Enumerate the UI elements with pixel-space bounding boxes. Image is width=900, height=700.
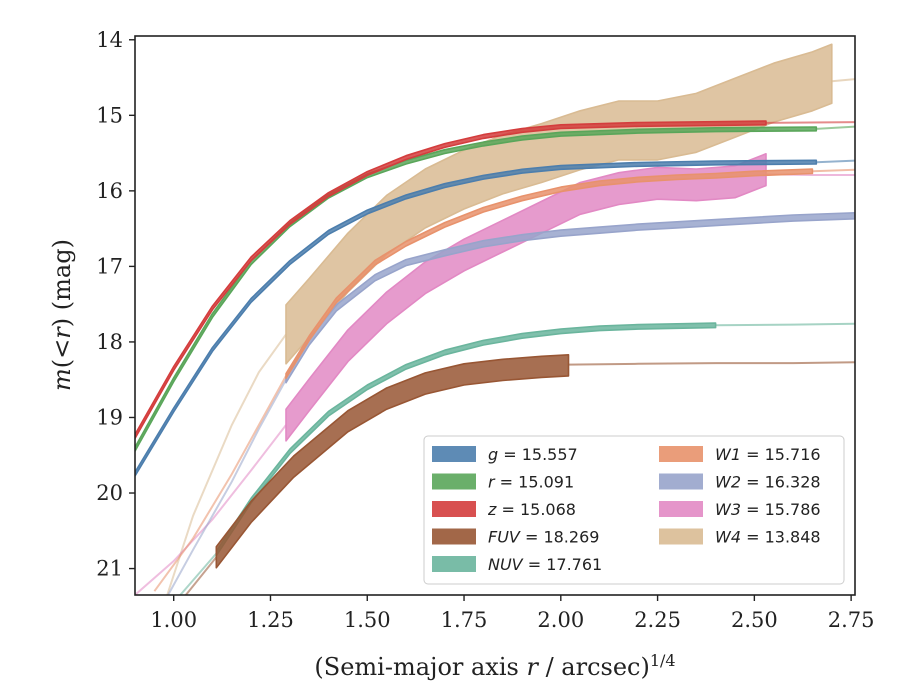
y-axis-title: m(<r) (mag): [48, 239, 76, 391]
series-w2-band: [285, 212, 855, 384]
y-tick-label: 21: [96, 557, 123, 581]
series-w1-band: [285, 168, 814, 380]
x-tick-label: 2.50: [731, 608, 778, 632]
legend-label-fuv: FUV = 18.269: [488, 528, 599, 547]
legend-label-g: g = 15.557: [488, 445, 578, 464]
legend-label-nuv: NUV = 17.761: [488, 555, 602, 574]
y-tick-label: 20: [96, 481, 123, 505]
series-fuv-band: [215, 353, 570, 569]
series-z-model-tail: [765, 121, 855, 124]
series-w1: [153, 168, 855, 592]
legend: g = 15.557 r = 15.091 z = 15.068 FUV = 18.2…: [423, 435, 845, 585]
legend-swatch-nuv: [432, 556, 476, 572]
y-tick-label: 16: [96, 179, 123, 203]
y-tick-label: 14: [96, 28, 123, 52]
series-w1-model-lead: [153, 375, 287, 592]
series-nuv-model-lead: [178, 552, 218, 595]
series-w2-model-lead: [166, 379, 287, 595]
legend-swatch-w1: [659, 446, 703, 462]
series-layer: [135, 43, 855, 595]
series-fuv: [184, 353, 855, 595]
x-tick-label: 2.75: [828, 608, 875, 632]
series-w2: [166, 212, 855, 595]
series-nuv-model-tail: [715, 322, 855, 327]
legend-swatch-r: [432, 473, 476, 490]
x-axis-title: (Semi-major axis r / arcsec)1/4: [314, 651, 675, 681]
series-w4-model-lead: [166, 333, 287, 595]
series-nuv: [178, 322, 855, 595]
legend-label-w4: W4 = 13.848: [715, 528, 821, 547]
legend-swatch-z: [432, 501, 476, 517]
legend-swatch-w4: [659, 528, 703, 545]
x-axis: 1.00 1.25 1.50 1.75 2.00 2.25 2.50 2.75: [150, 595, 875, 632]
series-nuv-band: [215, 322, 717, 557]
series-g-band: [135, 159, 818, 477]
series-g: [135, 159, 855, 477]
legend-label-z: z = 15.068: [487, 500, 576, 519]
y-tick-label: 17: [96, 254, 123, 278]
x-tick-label: 1.50: [344, 608, 391, 632]
legend-label-w1: W1 = 15.716: [715, 445, 821, 464]
series-g-model-tail: [816, 159, 855, 164]
series-w4-model-tail: [831, 78, 855, 83]
y-tick-label: 15: [96, 103, 123, 127]
x-tick-label: 1.25: [247, 608, 294, 632]
plot-frame: [134, 35, 856, 596]
series-z: [135, 120, 855, 440]
legend-swatch-w3: [659, 501, 703, 517]
legend-swatch-fuv: [432, 528, 476, 545]
series-w3-band: [285, 153, 767, 442]
series-r-model-tail: [816, 125, 855, 130]
x-tick-label: 1.75: [441, 608, 488, 632]
legend-swatch-g: [432, 446, 476, 462]
legend-label-w3: W3 = 15.786: [715, 500, 821, 519]
x-tick-label: 1.00: [150, 608, 197, 632]
legend-label-w2: W2 = 16.328: [715, 473, 821, 492]
series-z-band: [135, 120, 767, 440]
y-tick-label: 19: [96, 405, 123, 429]
legend-swatch-w2: [659, 473, 703, 490]
y-tick-label: 18: [96, 330, 123, 354]
y-axis: 14 15 16 17 18 19 20 21: [96, 28, 135, 581]
series-w1-model-tail: [812, 168, 855, 173]
series-fuv-model-lead: [184, 556, 218, 595]
x-tick-label: 2.00: [537, 608, 584, 632]
series-w3-model-lead: [135, 424, 287, 595]
legend-box: [423, 435, 845, 585]
x-tick-label: 2.25: [634, 608, 681, 632]
legend-label-r: r = 15.091: [488, 473, 574, 492]
series-fuv-model-tail: [568, 361, 855, 366]
